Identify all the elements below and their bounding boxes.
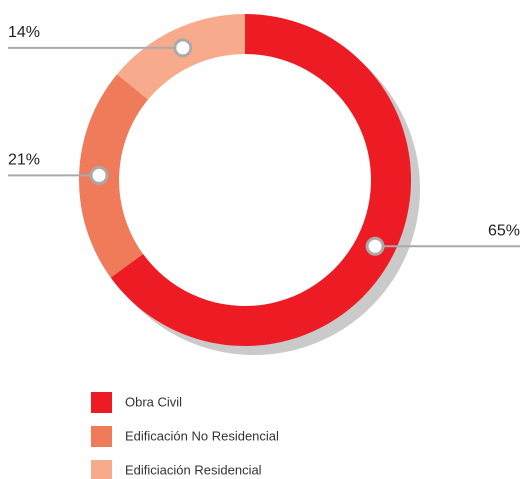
donut-segment [79, 74, 148, 278]
legend-swatch [91, 392, 112, 413]
legend-label: Edificiación Residencial [125, 462, 262, 477]
donut-hole [119, 54, 371, 306]
callout-dot [89, 165, 109, 185]
callout-dot [173, 38, 193, 58]
value-label: 21% [8, 152, 40, 169]
legend-label: Obra Civil [125, 394, 182, 409]
value-label: 14% [8, 24, 40, 41]
legend-label: Edificación No Residencial [125, 428, 279, 443]
legend-swatch [91, 426, 112, 447]
value-label: 65% [488, 223, 520, 240]
callout-dot [365, 236, 385, 256]
legend-swatch [91, 460, 112, 479]
